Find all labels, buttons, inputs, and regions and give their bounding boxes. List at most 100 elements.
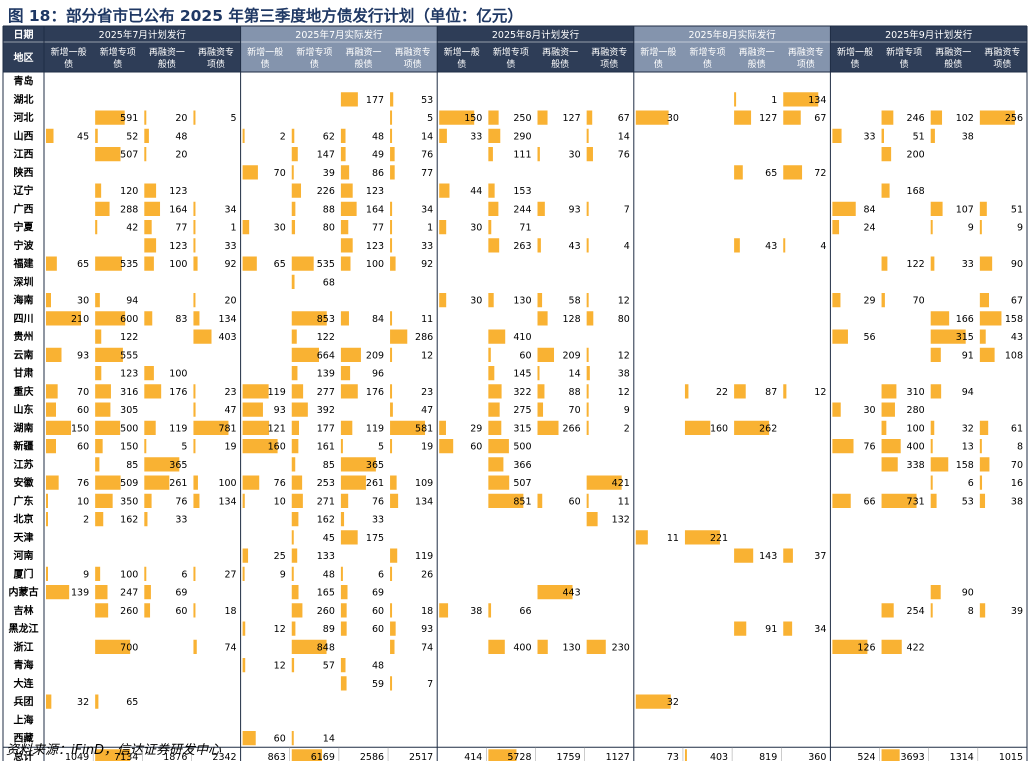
data-bar — [684, 420, 711, 435]
cell-value: 32 — [962, 423, 974, 434]
cell-value: 76 — [372, 496, 384, 507]
data-bar — [193, 384, 196, 399]
subheader-label-line2: 债 — [850, 58, 859, 70]
data-bar — [340, 366, 351, 381]
cell-value: 60 — [77, 442, 89, 453]
cell-value: 24 — [863, 223, 875, 234]
cell-value: 42 — [126, 223, 138, 234]
data-bar — [537, 311, 548, 326]
data-bar — [979, 603, 986, 618]
data-bar — [144, 585, 151, 600]
data-bar — [930, 493, 937, 508]
data-bar — [291, 384, 304, 399]
data-bar — [46, 694, 52, 709]
data-bar — [586, 366, 590, 381]
cell-value: 12 — [421, 350, 433, 361]
data-bar — [291, 530, 294, 545]
cell-value: 38 — [618, 369, 630, 380]
data-bar — [46, 512, 48, 527]
cell-value: 256 — [1005, 113, 1023, 124]
cell-value: 731 — [907, 496, 925, 507]
data-bar — [783, 384, 787, 399]
subheader-label-line2: 般债 — [944, 58, 962, 70]
cell-value: 271 — [317, 496, 335, 507]
cell-value: 84 — [372, 314, 384, 325]
data-bar — [635, 110, 669, 125]
region-label: 安徽 — [14, 476, 35, 489]
cell-value: 119 — [415, 551, 433, 562]
data-bar — [390, 311, 393, 326]
data-bar — [586, 293, 589, 308]
cell-value: 70 — [1011, 460, 1023, 471]
data-bar — [95, 201, 110, 216]
region-label: 河南 — [14, 549, 34, 562]
data-bar — [46, 311, 81, 326]
cell-value: 162 — [120, 515, 138, 526]
region-label: 青岛 — [14, 75, 34, 88]
data-bar — [193, 201, 196, 216]
data-bar — [734, 92, 737, 107]
cell-value: 2 — [280, 131, 286, 142]
subheader-label-line2: 债 — [900, 58, 909, 70]
data-bar — [390, 475, 397, 490]
data-bar — [979, 311, 1002, 326]
data-bar — [979, 201, 987, 216]
data-bar — [340, 165, 350, 180]
data-bar — [46, 566, 48, 581]
group-header-label: 2025年8月实际发行 — [688, 29, 776, 41]
cell-value: 162 — [317, 515, 335, 526]
subheader-label-line2: 般债 — [748, 58, 766, 70]
subheader-label-line2: 债 — [113, 58, 122, 70]
cell-value: 33 — [421, 241, 433, 252]
cell-value: 53 — [421, 95, 433, 106]
region-label: 甘肃 — [14, 367, 34, 380]
cell-value: 26 — [421, 569, 433, 580]
total-label: 总计 — [14, 750, 34, 761]
data-bar — [340, 493, 349, 508]
cell-value: 130 — [513, 296, 531, 307]
data-bar — [340, 256, 351, 271]
data-bar — [586, 639, 606, 654]
data-bar — [390, 639, 395, 654]
data-bar — [537, 384, 545, 399]
data-bar — [291, 493, 303, 508]
data-bar — [439, 603, 449, 618]
data-bar — [734, 238, 740, 253]
subheader-label-line2: 债 — [703, 58, 712, 70]
data-bar — [881, 402, 895, 417]
region-label: 厦门 — [14, 567, 34, 580]
cell-value: 39 — [1011, 606, 1023, 617]
data-bar — [537, 238, 541, 253]
cell-value: 86 — [372, 168, 384, 179]
cell-value: 147 — [317, 150, 335, 161]
cell-value: 8 — [968, 606, 974, 617]
data-bar — [930, 128, 935, 143]
data-bar — [488, 475, 510, 490]
data-bar — [242, 402, 263, 417]
cell-value: 555 — [120, 350, 138, 361]
data-bar — [930, 384, 942, 399]
cell-value: 33 — [863, 131, 875, 142]
data-bar — [46, 420, 71, 435]
data-bar — [340, 621, 347, 636]
region-label: 上海 — [14, 713, 34, 726]
cell-value: 4 — [820, 241, 826, 252]
cell-value: 12 — [274, 661, 286, 672]
cell-value: 85 — [126, 460, 138, 471]
data-bar — [979, 256, 993, 271]
total-value: 5728 — [507, 752, 531, 761]
cell-value: 9 — [968, 223, 974, 234]
cell-value: 121 — [268, 423, 286, 434]
cell-value: 76 — [863, 442, 875, 453]
region-label: 天津 — [14, 531, 34, 544]
cell-value: 263 — [513, 241, 531, 252]
cell-value: 34 — [421, 204, 433, 215]
cell-value: 33 — [175, 515, 187, 526]
figure-title: 图 18：部分省市已公布 2025 年第三季度地方债发行计划（单位：亿元） — [8, 7, 523, 25]
data-bar — [95, 384, 111, 399]
data-bar — [881, 384, 897, 399]
data-bar — [242, 731, 256, 746]
subheader-label-line1: 新增专项 — [886, 46, 922, 58]
cell-value: 77 — [175, 223, 187, 234]
cell-value: 107 — [956, 204, 974, 215]
